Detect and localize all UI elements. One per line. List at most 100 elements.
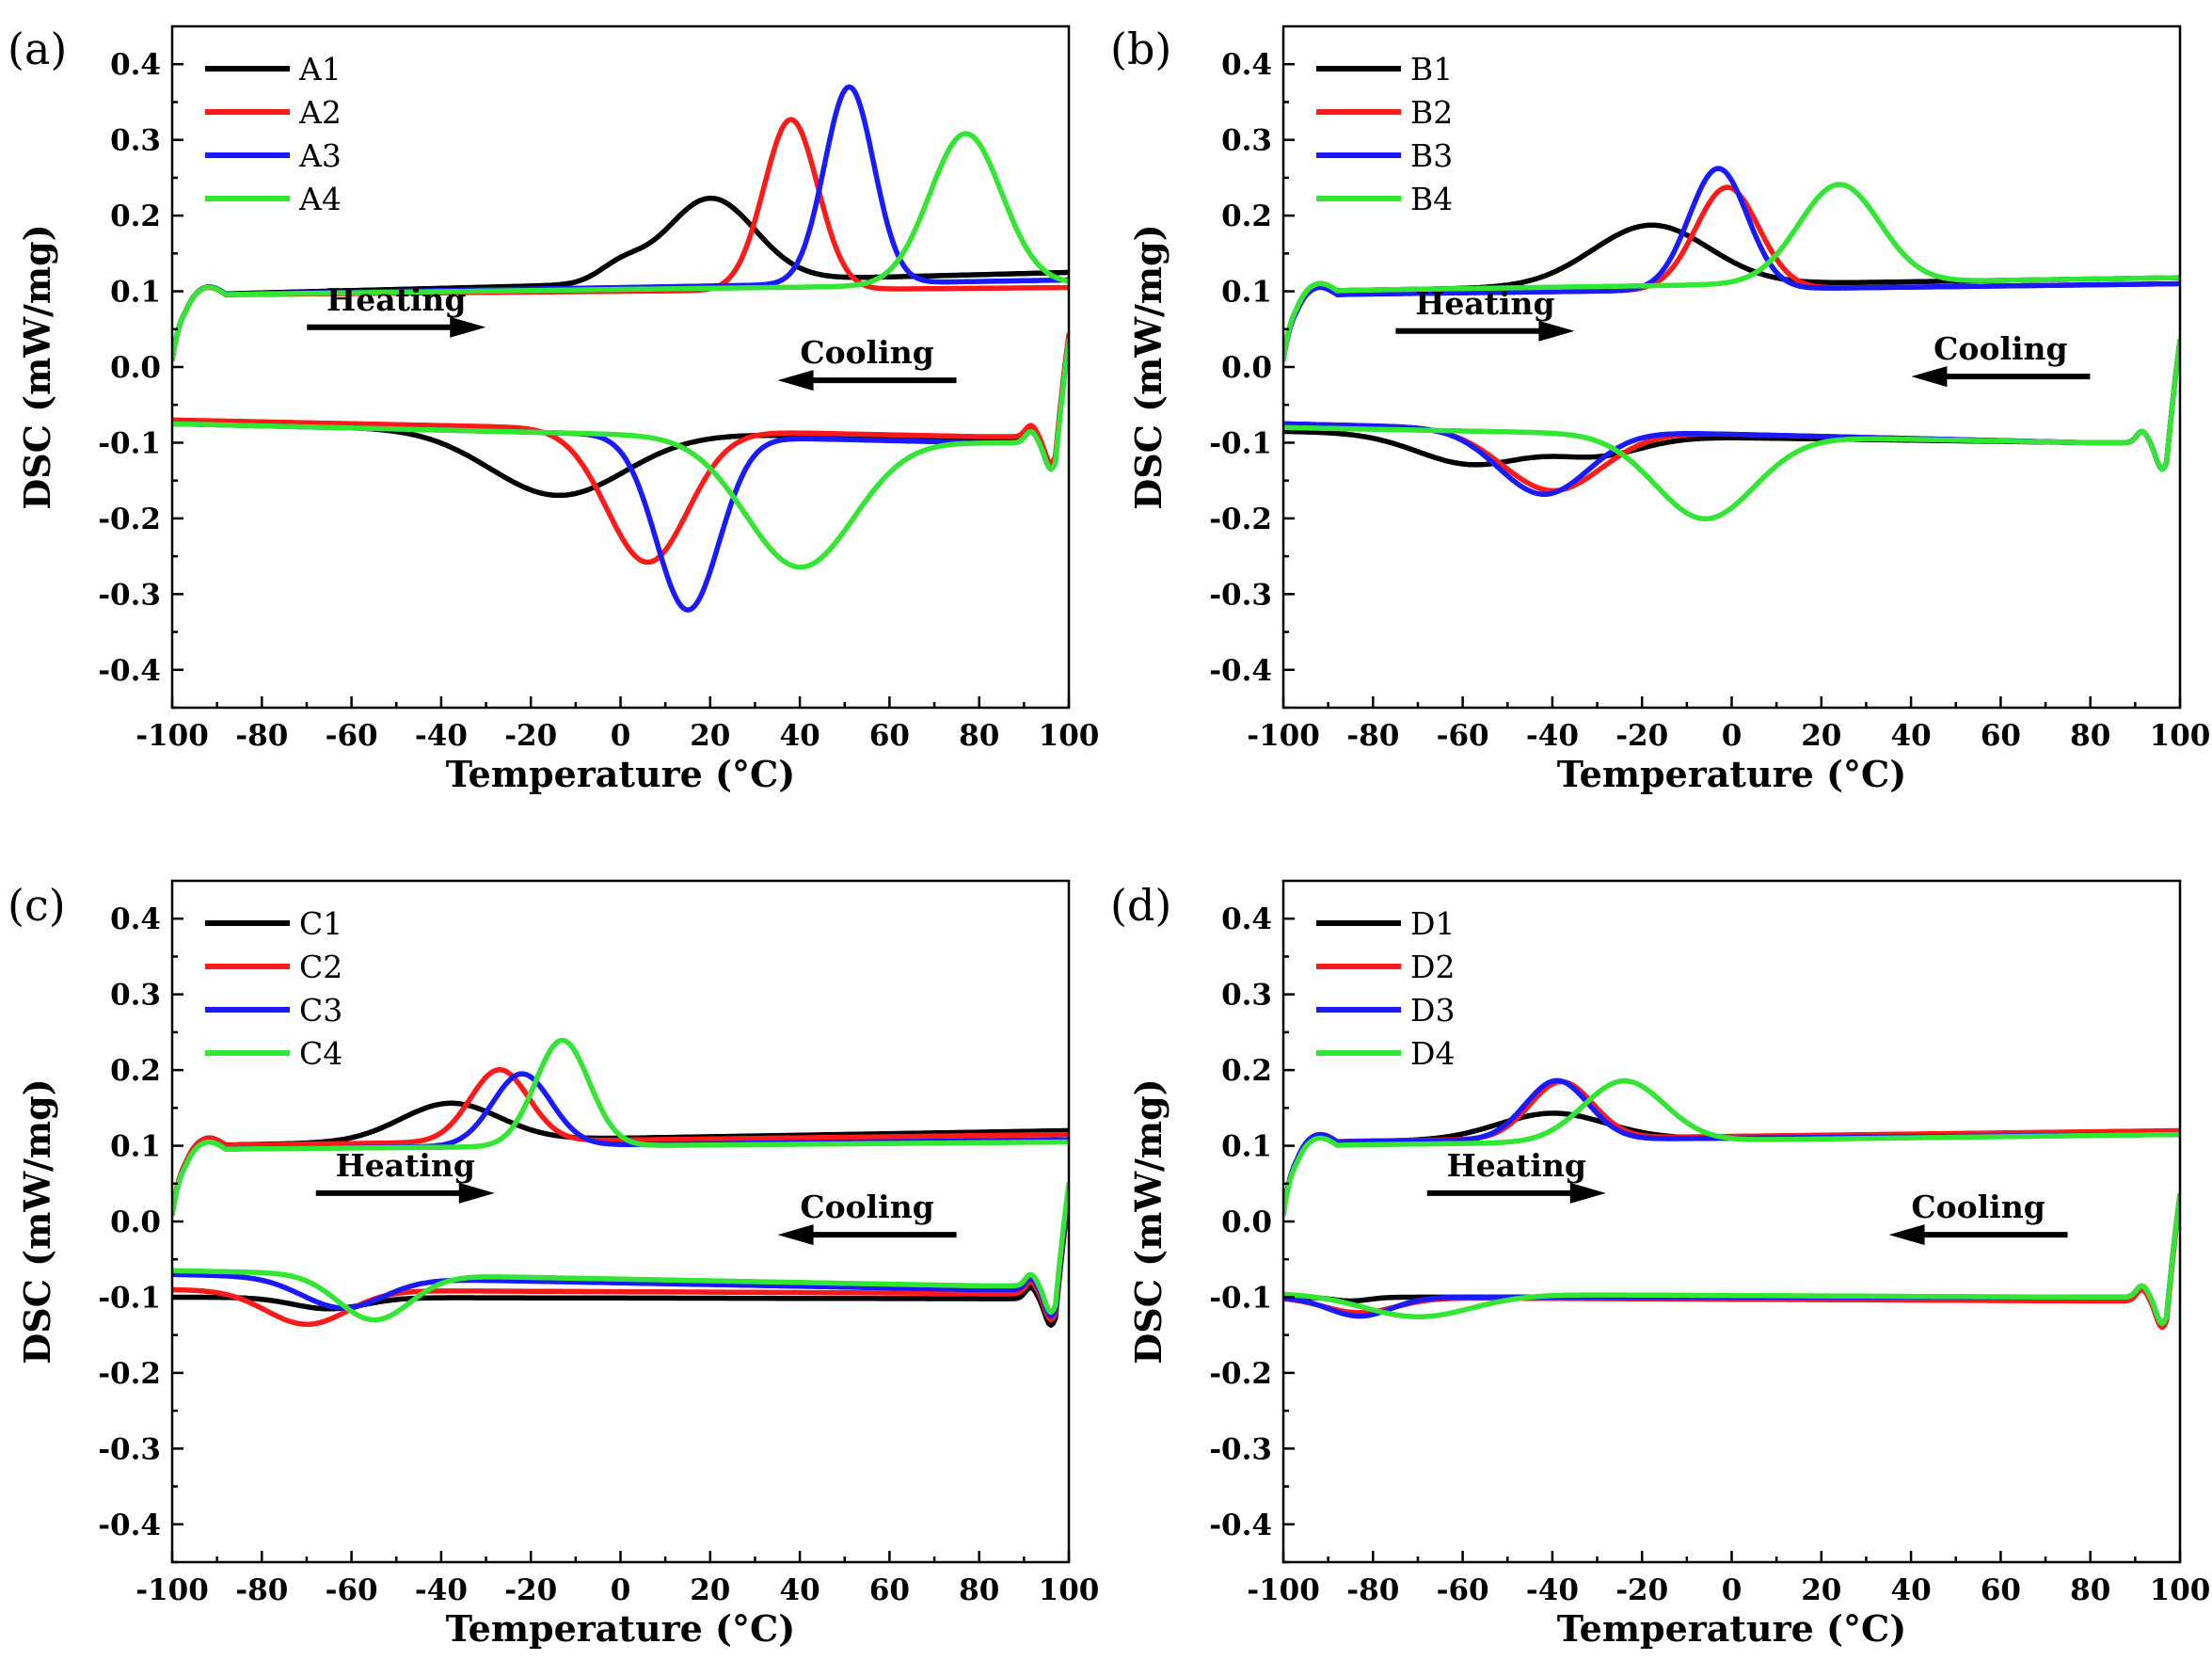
series-group — [1283, 166, 2180, 521]
x-tick-label: -40 — [1526, 719, 1579, 753]
y-tick-label: -0.3 — [98, 578, 161, 612]
x-tick-label: -20 — [504, 719, 557, 753]
x-tick-label: 80 — [959, 1573, 999, 1607]
x-tick-label: 20 — [690, 1573, 730, 1607]
legend-label: D2 — [1410, 949, 1455, 985]
y-axis-title: DSC (mW/mg) — [1127, 1078, 1170, 1364]
y-tick-label: -0.2 — [98, 1357, 161, 1391]
series-line-c2-cooling — [172, 1189, 1069, 1328]
series-group — [172, 1037, 1069, 1328]
legend-label: C4 — [299, 1035, 342, 1072]
arrow-head-left-icon — [1888, 1224, 1925, 1246]
series-line-b3-heating — [1283, 166, 2180, 362]
y-tick-label: 0.0 — [1221, 351, 1272, 385]
x-axis-title: Temperature (°C) — [1557, 1607, 1907, 1650]
panel-label: (a) — [8, 24, 67, 74]
x-tick-label: -60 — [326, 1573, 378, 1607]
x-tick-label: -80 — [235, 1573, 288, 1607]
y-tick-label: -0.1 — [98, 1281, 161, 1315]
x-tick-label: -40 — [415, 719, 468, 753]
x-tick-label: 40 — [780, 719, 820, 753]
y-tick-label: 0.4 — [1221, 48, 1272, 82]
y-tick-label: -0.1 — [1209, 1281, 1272, 1315]
legend-label: A3 — [298, 137, 342, 174]
x-tick-label: 100 — [2150, 719, 2211, 753]
series-line-b4-heating — [1283, 182, 2180, 362]
x-tick-label: -80 — [1346, 1573, 1399, 1607]
y-tick-label: 0.3 — [1221, 979, 1272, 1013]
annotation-cooling: Cooling — [800, 334, 933, 371]
arrow-head-right-icon — [1569, 1182, 1606, 1204]
series-line-b4-cooling — [1283, 338, 2180, 521]
annotation-cooling: Cooling — [1934, 330, 2067, 367]
y-tick-label: 0.1 — [1221, 276, 1272, 310]
y-axis-title: DSC (mW/mg) — [16, 1078, 58, 1364]
legend-label: D4 — [1410, 1035, 1455, 1072]
panel-label: (d) — [1110, 880, 1171, 931]
y-tick-label: 0.2 — [110, 1054, 161, 1088]
arrow-head-right-icon — [1538, 320, 1575, 342]
x-tick-label: 80 — [959, 719, 999, 753]
series-line-a4-heating — [172, 131, 1069, 362]
chart-panel-b: (b) -100 -80 -60 -40 -20 0 20 40 60 80 100 -0.4 -0.3 -… — [1110, 24, 2210, 795]
y-tick-label: -0.1 — [98, 426, 161, 460]
x-tick-label: -100 — [135, 719, 209, 753]
y-tick-label: -0.4 — [1209, 1508, 1272, 1542]
x-tick-label: 80 — [2070, 1573, 2110, 1607]
annotation-cooling: Cooling — [800, 1189, 933, 1225]
y-axis-title: DSC (mW/mg) — [16, 224, 58, 509]
legend-label: C2 — [299, 949, 342, 985]
series-line-d4-heating — [1283, 1077, 2180, 1217]
x-tick-label: 100 — [1039, 719, 1100, 753]
series-group — [172, 84, 1069, 613]
series-line-d2-cooling — [1283, 1196, 2180, 1331]
series-line-d1-heating — [1283, 1110, 2180, 1217]
annotation-heating: Heating — [1447, 1147, 1586, 1184]
x-tick-label: 20 — [690, 719, 730, 753]
y-tick-label: -0.2 — [1209, 1357, 1272, 1391]
y-tick-label: -0.4 — [1209, 654, 1272, 688]
series-line-a2-cooling — [172, 331, 1069, 566]
x-tick-label: 0 — [1722, 719, 1743, 753]
x-tick-label: -100 — [1247, 719, 1320, 753]
y-tick-label: -0.3 — [98, 1432, 161, 1466]
arrow-head-left-icon — [777, 1224, 814, 1246]
series-line-c1-cooling — [172, 1193, 1069, 1328]
y-tick-label: 0.3 — [110, 979, 161, 1013]
series-line-d3-heating — [1283, 1077, 2180, 1217]
y-tick-label: -0.3 — [1209, 578, 1272, 612]
legend-label: D3 — [1410, 992, 1455, 1029]
x-tick-label: -100 — [135, 1573, 209, 1607]
y-axis-title: DSC (mW/mg) — [1127, 224, 1170, 509]
legend-label: B2 — [1410, 94, 1453, 131]
x-tick-label: -20 — [504, 1573, 557, 1607]
x-tick-label: -80 — [1346, 719, 1399, 753]
series-line-c3-cooling — [172, 1185, 1069, 1319]
y-tick-label: 0.1 — [1221, 1130, 1272, 1164]
legend-label: C1 — [299, 905, 342, 942]
x-tick-label: -20 — [1615, 719, 1668, 753]
arrow-head-right-icon — [450, 316, 486, 338]
legend-label: C3 — [299, 992, 342, 1029]
legend-label: A1 — [298, 51, 342, 88]
x-tick-label: 40 — [780, 1573, 820, 1607]
x-tick-label: 40 — [1891, 719, 1932, 753]
chart-panel-c: (c) -100 -80 -60 -40 -20 0 20 40 60 80 100 -0.4 -0.3 -… — [8, 879, 1100, 1650]
x-tick-label: 60 — [869, 1573, 910, 1607]
series-line-d2-heating — [1283, 1078, 2180, 1217]
x-tick-label: 100 — [2150, 1573, 2211, 1607]
x-tick-label: -40 — [1526, 1573, 1579, 1607]
y-tick-label: 0.2 — [110, 200, 161, 233]
y-tick-label: 0.1 — [110, 1130, 161, 1164]
legend-label: D1 — [1410, 905, 1455, 942]
x-tick-label: 100 — [1039, 1573, 1100, 1607]
y-tick-label: 0.3 — [110, 124, 161, 158]
x-tick-label: -60 — [1437, 719, 1489, 753]
x-tick-label: 60 — [869, 719, 910, 753]
series-line-a4-cooling — [172, 338, 1069, 570]
arrow-head-left-icon — [777, 370, 814, 391]
annotation-heating: Heating — [1415, 285, 1554, 322]
x-axis-title: Temperature (°C) — [446, 753, 796, 795]
legend-label: B4 — [1410, 181, 1453, 217]
